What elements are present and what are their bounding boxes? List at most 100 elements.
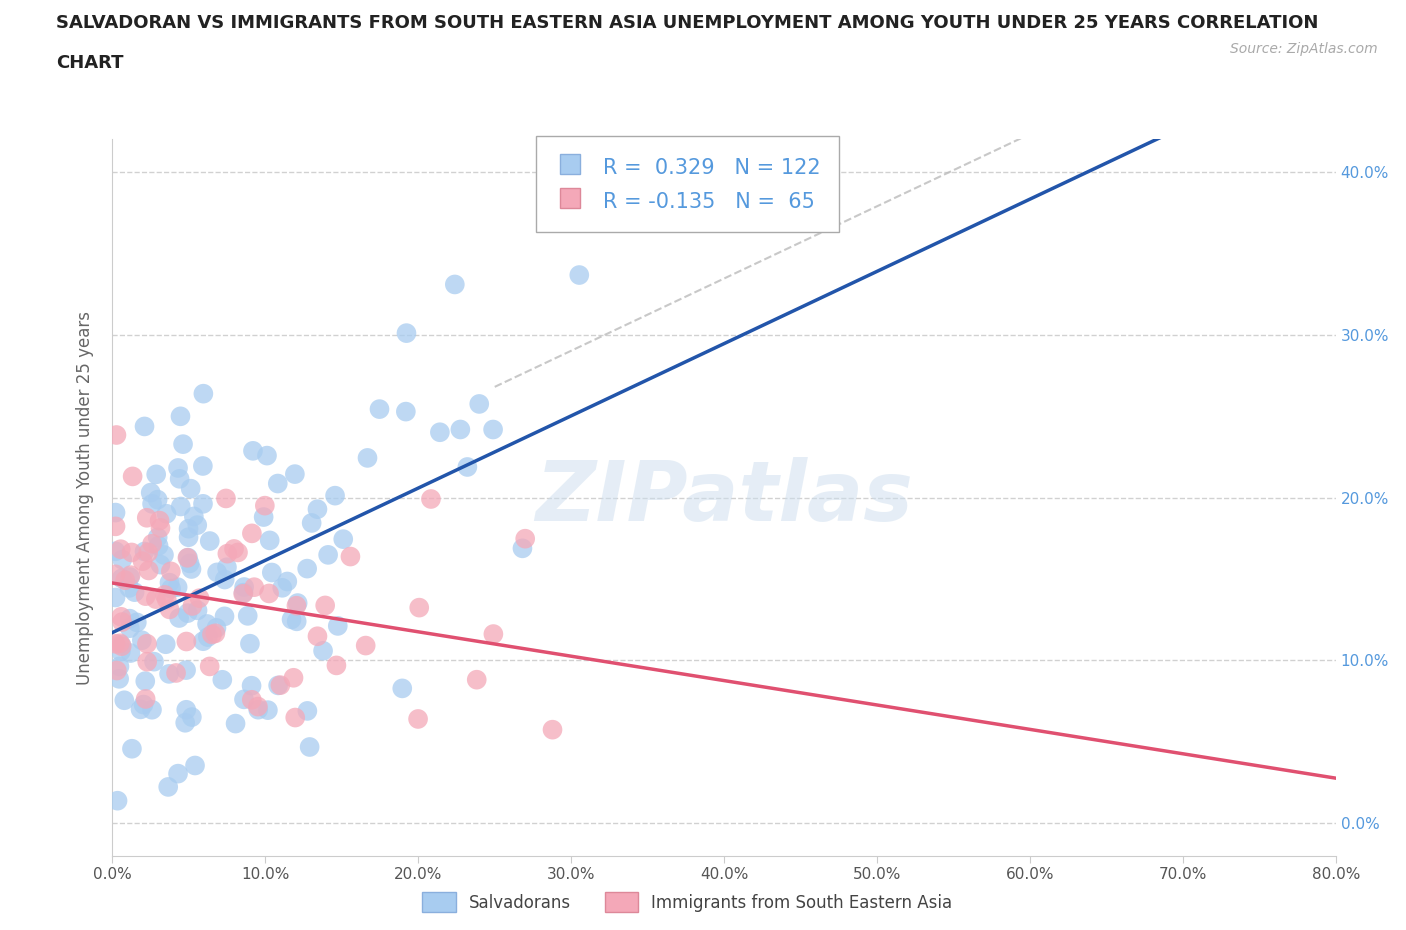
Point (408, 600, 430, 615)
Point (284, 711, 307, 725)
Point (111, 639, 134, 654)
Point (176, 634, 198, 649)
Point (183, 509, 205, 524)
Point (205, 620, 228, 635)
Point (285, 614, 308, 629)
Point (298, 739, 321, 754)
Point (120, 567, 142, 582)
Point (256, 448, 278, 463)
Point (285, 598, 308, 613)
Point (253, 510, 276, 525)
Point (243, 579, 266, 594)
Point (180, 710, 202, 724)
Point (217, 546, 239, 561)
Point (257, 586, 280, 601)
Point (134, 419, 156, 434)
Point (108, 659, 131, 674)
Point (395, 326, 418, 340)
Point (515, 531, 537, 546)
Point (111, 571, 134, 586)
Point (111, 615, 134, 630)
Point (143, 654, 166, 669)
Point (512, 541, 534, 556)
Point (131, 553, 153, 568)
Point (134, 673, 156, 688)
Point (214, 609, 236, 624)
Point (271, 580, 294, 595)
Point (429, 425, 451, 440)
Point (269, 678, 291, 693)
Point (197, 630, 219, 644)
Point (191, 497, 214, 512)
Point (108, 671, 131, 686)
Point (124, 585, 146, 600)
Point (104, 567, 127, 582)
Point (186, 518, 208, 533)
Point (201, 627, 224, 642)
Point (104, 505, 127, 520)
Point (149, 557, 172, 572)
Point (135, 692, 157, 707)
Point (267, 476, 290, 491)
Point (354, 638, 377, 653)
Point (120, 645, 142, 660)
Point (105, 663, 128, 678)
Point (198, 534, 221, 549)
Point (136, 655, 159, 670)
Point (356, 450, 378, 465)
Point (395, 405, 418, 419)
Point (141, 497, 163, 512)
Point (141, 702, 163, 717)
Point (316, 548, 339, 563)
Point (204, 626, 226, 641)
Point (215, 491, 238, 506)
Point (257, 703, 280, 718)
Point (169, 472, 191, 486)
Point (195, 617, 218, 631)
Point (176, 605, 198, 620)
Point (259, 533, 281, 548)
Point (110, 609, 132, 624)
Point (118, 580, 141, 595)
Point (121, 741, 143, 756)
Point (233, 579, 256, 594)
Point (155, 637, 177, 652)
Point (110, 637, 132, 652)
Point (141, 537, 163, 551)
Point (222, 541, 245, 556)
Point (188, 591, 211, 605)
Point (232, 586, 254, 601)
Point (159, 602, 181, 617)
Point (145, 467, 167, 482)
Point (307, 629, 329, 644)
Point (104, 636, 127, 651)
Point (191, 633, 214, 648)
Point (482, 627, 505, 642)
Point (107, 793, 129, 808)
Point (443, 277, 465, 292)
Point (148, 513, 170, 528)
Point (198, 659, 221, 674)
Point (165, 666, 187, 681)
Point (323, 488, 346, 503)
Point (121, 545, 143, 560)
Point (307, 502, 329, 517)
Point (104, 590, 127, 604)
Point (139, 485, 162, 500)
Point (174, 702, 197, 717)
Point (176, 551, 198, 565)
Point (134, 544, 156, 559)
Point (240, 526, 263, 541)
Point (326, 618, 349, 633)
Point (136, 636, 159, 651)
Point (174, 663, 197, 678)
Point (136, 545, 159, 560)
Point (112, 693, 135, 708)
Point (205, 565, 228, 579)
Point (214, 572, 236, 587)
Point (191, 458, 214, 473)
Point (406, 711, 429, 726)
Point (420, 492, 443, 507)
Point (239, 636, 262, 651)
Point (132, 698, 155, 712)
